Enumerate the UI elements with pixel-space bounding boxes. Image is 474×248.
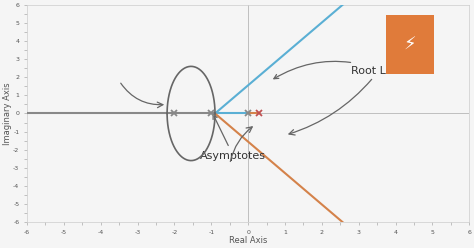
Text: Asymptotes: Asymptotes bbox=[200, 115, 266, 161]
Text: ⚡: ⚡ bbox=[404, 36, 416, 54]
Text: Root Locus: Root Locus bbox=[274, 61, 412, 79]
FancyBboxPatch shape bbox=[384, 12, 436, 77]
X-axis label: Real Axis: Real Axis bbox=[229, 236, 267, 245]
Y-axis label: Imaginary Axis: Imaginary Axis bbox=[3, 82, 12, 145]
